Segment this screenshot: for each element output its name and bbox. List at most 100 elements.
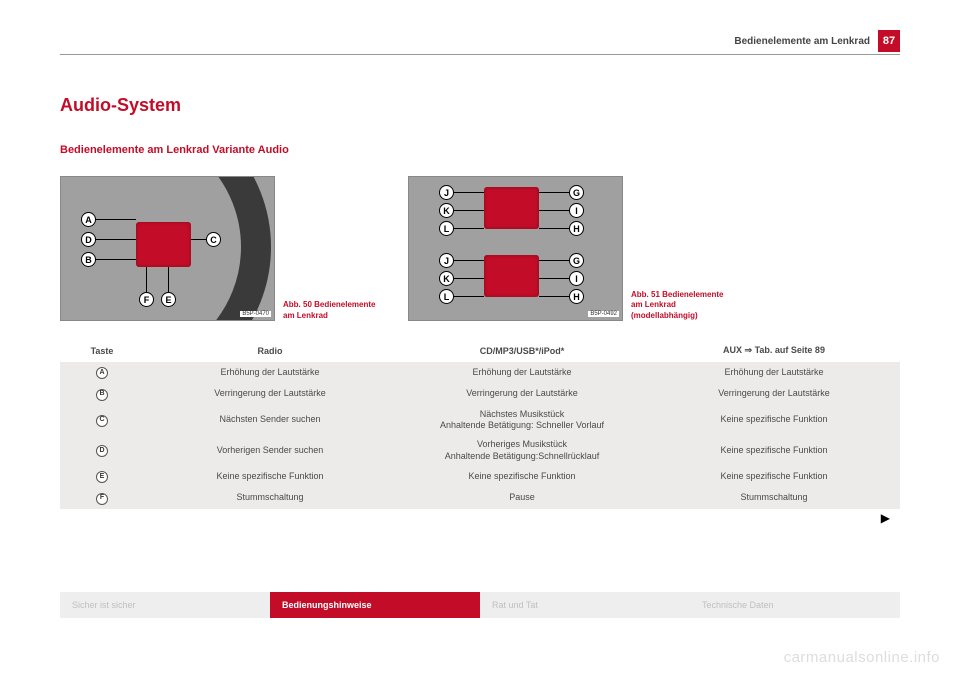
cell-aux: Erhöhung der Lautstärke xyxy=(648,362,900,383)
tab-techdata[interactable]: Technische Daten xyxy=(690,592,900,618)
callout-i2: I xyxy=(569,271,584,286)
callout-g: G xyxy=(569,185,584,200)
leader-line xyxy=(539,260,569,261)
callout-e: E xyxy=(161,292,176,307)
col-cd: CD/MP3/USB*/iPod* xyxy=(396,339,648,362)
key-circle-icon: C xyxy=(96,415,108,427)
leader-line xyxy=(168,267,169,292)
callout-l: L xyxy=(439,221,454,236)
figure-row: A D B C F E B5P-0470 Abb. 50 Bedieneleme… xyxy=(60,176,900,321)
tab-safety[interactable]: Sicher ist sicher xyxy=(60,592,270,618)
cell-radio: Stummschaltung xyxy=(144,487,396,508)
watermark: carmanualsonline.info xyxy=(784,649,940,666)
control-panel-top-icon xyxy=(484,187,539,229)
cell-cd: Keine spezifische Funktion xyxy=(396,466,648,487)
table-row: AErhöhung der LautstärkeErhöhung der Lau… xyxy=(60,362,900,383)
key-circle-icon: D xyxy=(96,445,108,457)
figure-left-wrap: A D B C F E B5P-0470 Abb. 50 Bedieneleme… xyxy=(60,176,378,321)
leader-line xyxy=(96,259,136,260)
leader-line xyxy=(454,228,484,229)
leader-line xyxy=(539,210,569,211)
table-row: D Vorherigen Sender suchenVorheriges Musi… xyxy=(60,435,900,466)
cell-cd: Erhöhung der Lautstärke xyxy=(396,362,648,383)
callout-k: K xyxy=(439,203,454,218)
figure-right: J K L G I H J K L G xyxy=(408,176,623,321)
leader-line xyxy=(539,192,569,193)
key-circle-icon: B xyxy=(96,389,108,401)
cell-cd: Verringerung der Lautstärke xyxy=(396,383,648,404)
callout-j: J xyxy=(439,185,454,200)
controls-table: Taste Radio CD/MP3/USB*/iPod* AUX ⇒ Tab.… xyxy=(60,339,900,509)
cell-key: F xyxy=(60,487,144,508)
header-divider xyxy=(60,54,900,55)
leader-line xyxy=(539,296,569,297)
section-title: Bedienelemente am Lenkrad xyxy=(734,36,870,47)
cell-aux: Verringerung der Lautstärke xyxy=(648,383,900,404)
callout-g2: G xyxy=(569,253,584,268)
cell-aux: Keine spezifische Funktion xyxy=(648,405,900,436)
page-subtitle: Bedienelemente am Lenkrad Variante Audio xyxy=(60,144,900,156)
table-header-row: Taste Radio CD/MP3/USB*/iPod* AUX ⇒ Tab.… xyxy=(60,339,900,362)
table-row: B Verringerung der LautstärkeVerringerung… xyxy=(60,383,900,404)
cell-aux: Keine spezifische Funktion xyxy=(648,466,900,487)
callout-i: I xyxy=(569,203,584,218)
callout-l2: L xyxy=(439,289,454,304)
leader-line xyxy=(146,267,147,292)
callout-b: B xyxy=(81,252,96,267)
page-title: Audio-System xyxy=(60,95,900,116)
callout-d: D xyxy=(81,232,96,247)
leader-line xyxy=(96,219,136,220)
cell-radio: Keine spezifische Funktion xyxy=(144,466,396,487)
continuation-arrow: ▶ xyxy=(60,509,900,525)
cell-key: B xyxy=(60,383,144,404)
cell-cd: Nächstes MusikstückAnhaltende Betätigung… xyxy=(396,405,648,436)
figure-caption: Abb. 51 Bedienelemente am Lenkrad (model… xyxy=(631,290,726,321)
cell-key: C xyxy=(60,405,144,436)
tab-tips[interactable]: Rat und Tat xyxy=(480,592,690,618)
col-taste: Taste xyxy=(60,339,144,362)
table-row: C Nächsten Sender suchenNächstes Musikstü… xyxy=(60,405,900,436)
footer-tabs: Sicher ist sicher Bedienungshinweise Rat… xyxy=(60,592,900,618)
table-body: AErhöhung der LautstärkeErhöhung der Lau… xyxy=(60,362,900,509)
callout-h: H xyxy=(569,221,584,236)
key-circle-icon: F xyxy=(96,493,108,505)
cell-radio: Nächsten Sender suchen xyxy=(144,405,396,436)
leader-line xyxy=(454,210,484,211)
key-circle-icon: A xyxy=(96,367,108,379)
leader-line xyxy=(454,192,484,193)
header: Bedienelemente am Lenkrad 87 xyxy=(60,30,900,52)
callout-a: A xyxy=(81,212,96,227)
leader-line xyxy=(454,296,484,297)
cell-key: E xyxy=(60,466,144,487)
cell-cd: Pause xyxy=(396,487,648,508)
table-row: F StummschaltungPauseStummschaltung xyxy=(60,487,900,508)
cell-radio: Vorherigen Sender suchen xyxy=(144,435,396,466)
key-circle-icon: E xyxy=(96,471,108,483)
control-panel-icon xyxy=(136,222,191,267)
leader-line xyxy=(454,260,484,261)
cell-radio: Erhöhung der Lautstärke xyxy=(144,362,396,383)
leader-line xyxy=(539,228,569,229)
cell-key: A xyxy=(60,362,144,383)
col-aux: AUX ⇒ Tab. auf Seite 89 xyxy=(648,339,900,362)
callout-h2: H xyxy=(569,289,584,304)
page: Bedienelemente am Lenkrad 87 Audio-Syste… xyxy=(0,0,960,678)
cell-aux: Stummschaltung xyxy=(648,487,900,508)
leader-line xyxy=(191,239,206,240)
cell-cd: Vorheriges MusikstückAnhaltende Betätigu… xyxy=(396,435,648,466)
figure-caption: Abb. 50 Bedienelemente am Lenkrad xyxy=(283,300,378,321)
callout-f: F xyxy=(139,292,154,307)
col-radio: Radio xyxy=(144,339,396,362)
cell-aux: Keine spezifische Funktion xyxy=(648,435,900,466)
figure-right-wrap: J K L G I H J K L G xyxy=(408,176,726,321)
tab-operation[interactable]: Bedienungshinweise xyxy=(270,592,480,618)
figure-code: B5P-0492 xyxy=(588,311,619,317)
leader-line xyxy=(539,278,569,279)
callout-k2: K xyxy=(439,271,454,286)
leader-line xyxy=(454,278,484,279)
table-row: EKeine spezifische FunktionKeine spezifi… xyxy=(60,466,900,487)
callout-c: C xyxy=(206,232,221,247)
leader-line xyxy=(96,239,136,240)
figure-code: B5P-0470 xyxy=(240,311,271,317)
callout-j2: J xyxy=(439,253,454,268)
